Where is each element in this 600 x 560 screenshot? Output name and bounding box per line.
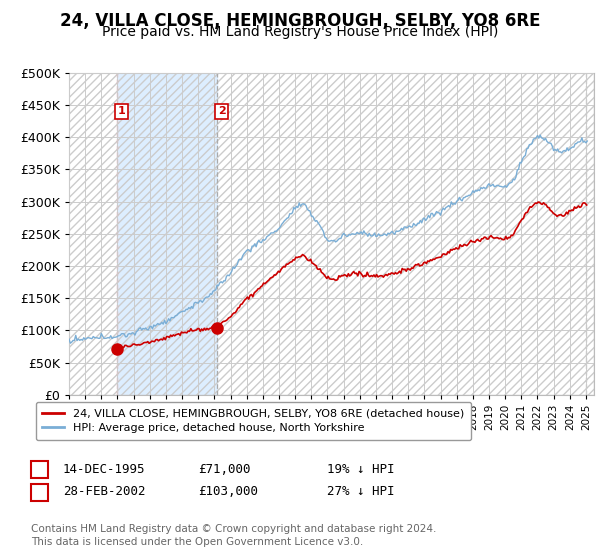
Text: £103,000: £103,000 xyxy=(198,485,258,498)
Text: 1: 1 xyxy=(118,106,125,116)
Text: 28-FEB-2002: 28-FEB-2002 xyxy=(63,485,146,498)
Text: £71,000: £71,000 xyxy=(198,463,251,476)
Text: 19% ↓ HPI: 19% ↓ HPI xyxy=(327,463,395,476)
Text: 2: 2 xyxy=(218,106,226,116)
Text: 1: 1 xyxy=(35,463,44,476)
Text: 27% ↓ HPI: 27% ↓ HPI xyxy=(327,485,395,498)
Text: Price paid vs. HM Land Registry's House Price Index (HPI): Price paid vs. HM Land Registry's House … xyxy=(102,25,498,39)
Text: 14-DEC-1995: 14-DEC-1995 xyxy=(63,463,146,476)
Text: 2: 2 xyxy=(35,485,44,498)
Text: Contains HM Land Registry data © Crown copyright and database right 2024.
This d: Contains HM Land Registry data © Crown c… xyxy=(31,524,437,547)
Text: 24, VILLA CLOSE, HEMINGBROUGH, SELBY, YO8 6RE: 24, VILLA CLOSE, HEMINGBROUGH, SELBY, YO… xyxy=(60,12,540,30)
Bar xyxy=(117,73,217,395)
Legend: 24, VILLA CLOSE, HEMINGBROUGH, SELBY, YO8 6RE (detached house), HPI: Average pri: 24, VILLA CLOSE, HEMINGBROUGH, SELBY, YO… xyxy=(35,402,471,440)
